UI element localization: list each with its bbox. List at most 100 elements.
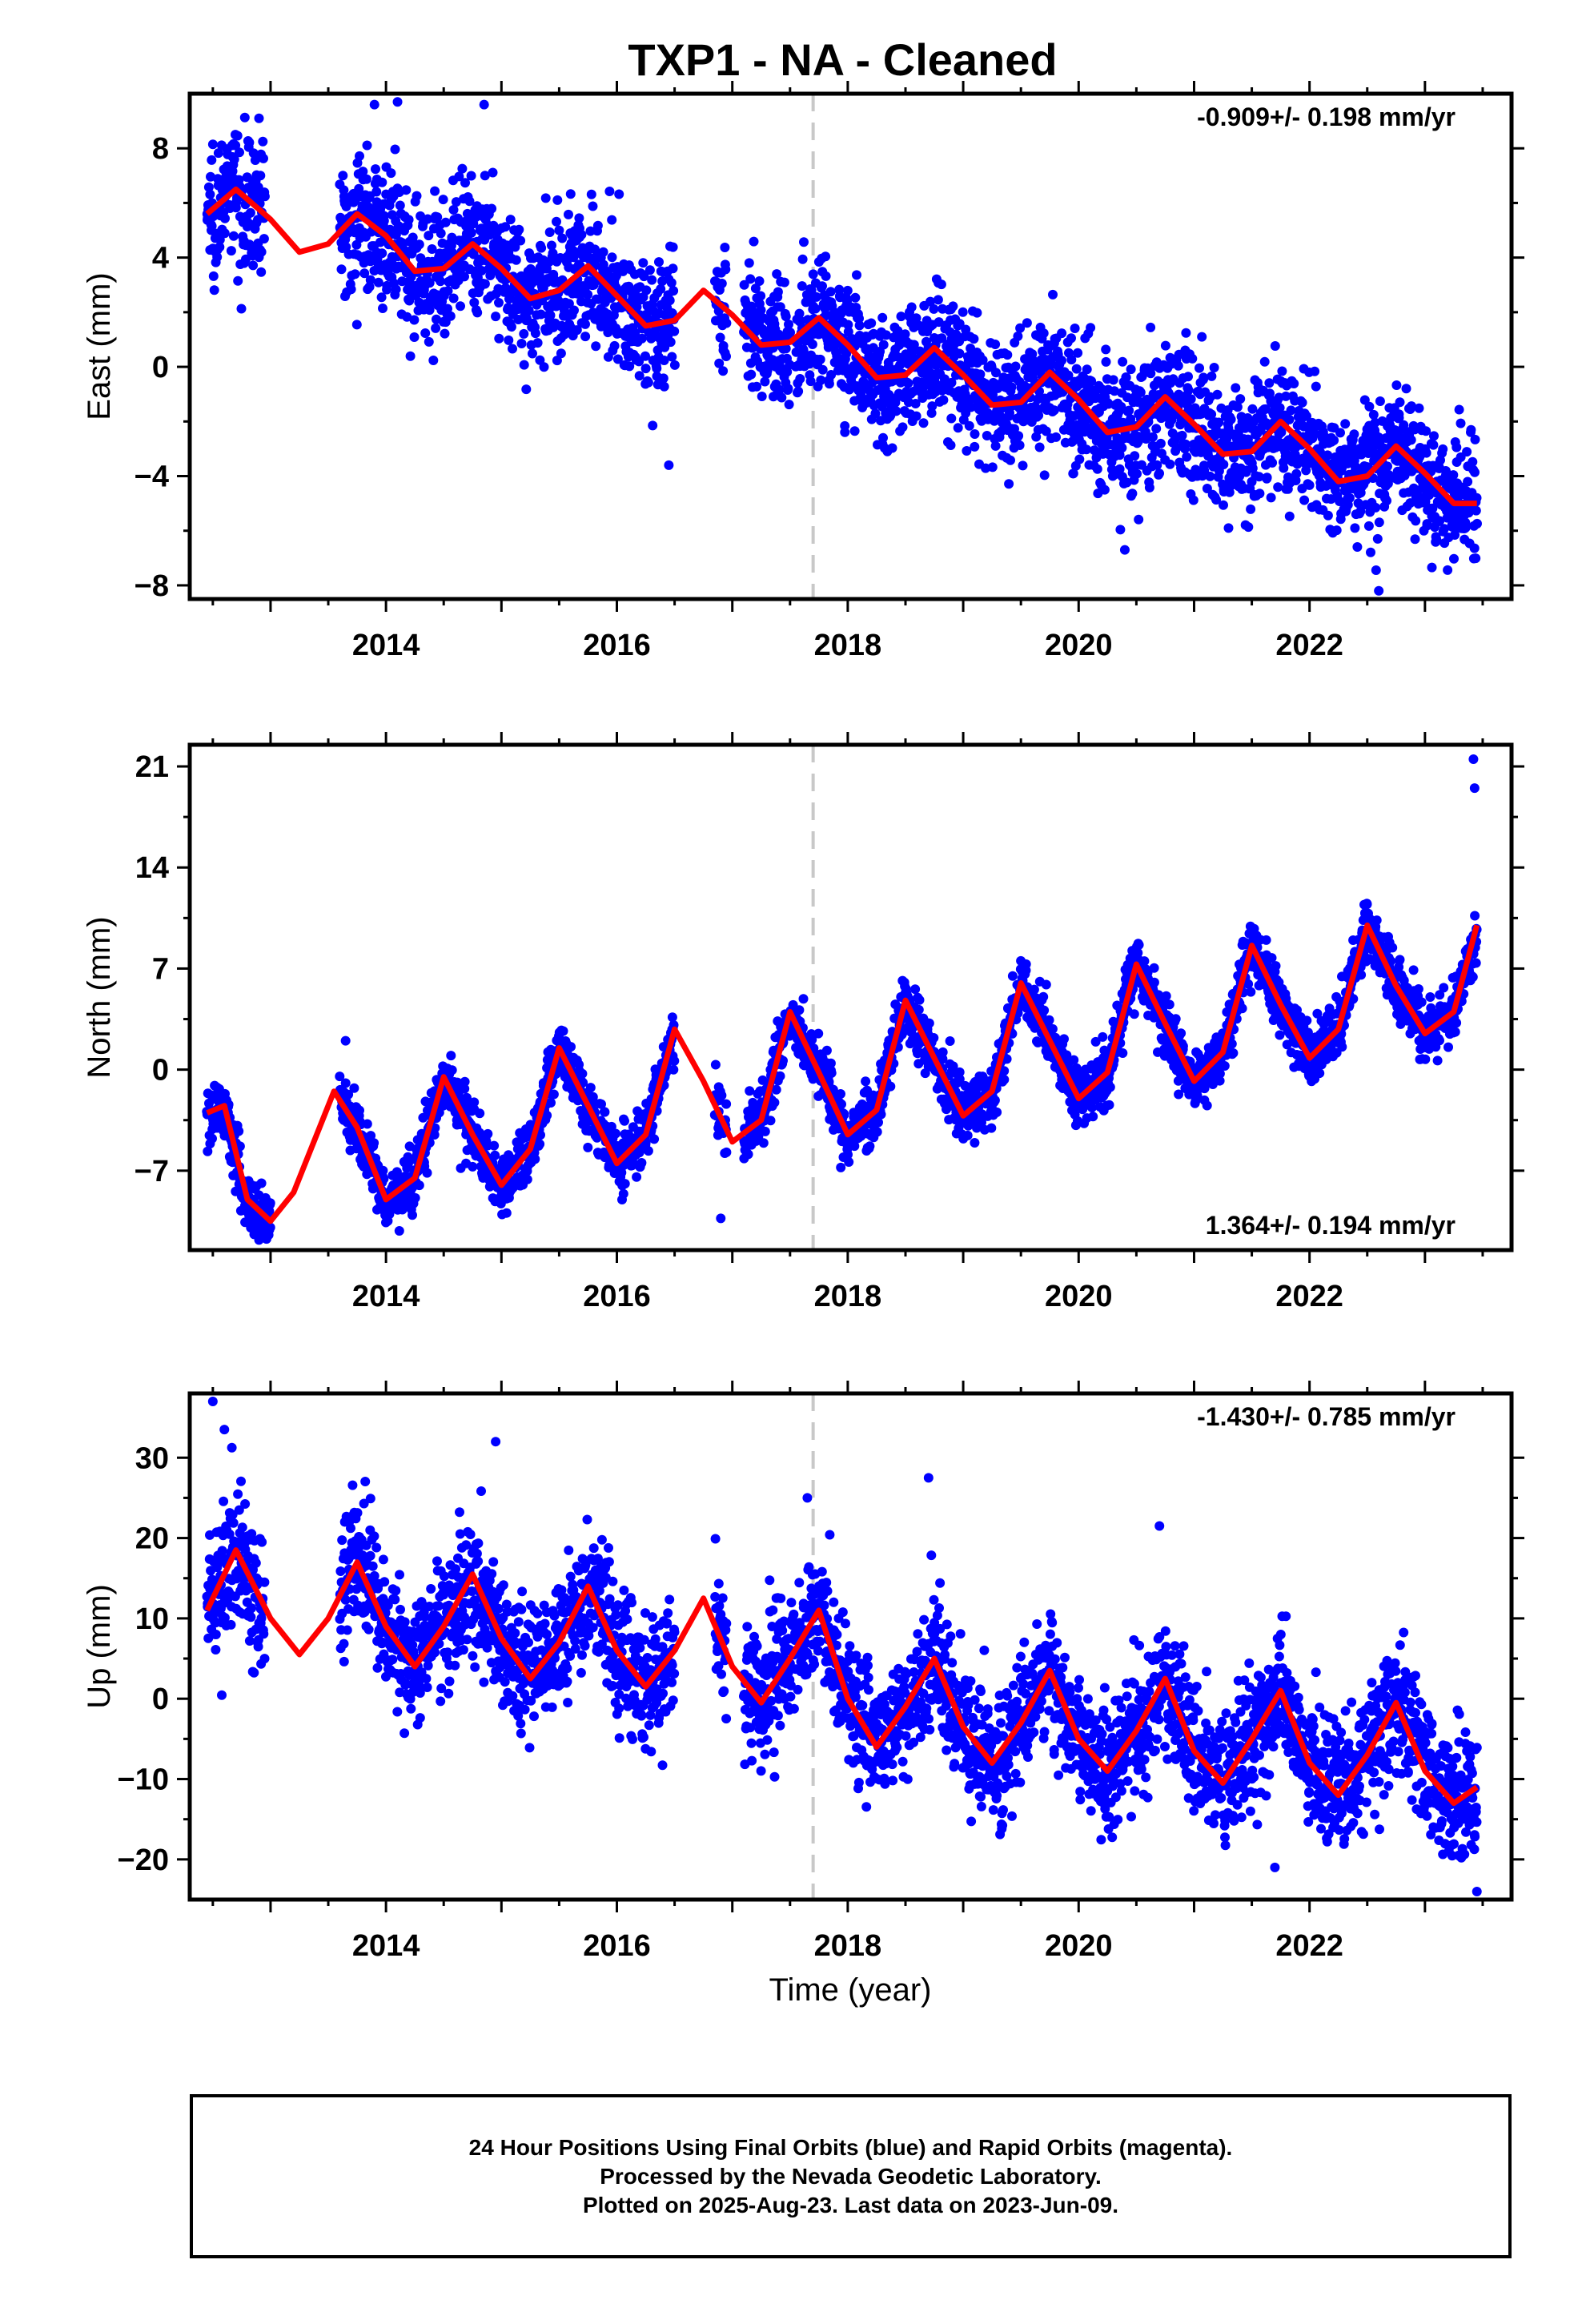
data-point bbox=[870, 408, 881, 419]
data-point bbox=[1197, 332, 1207, 342]
y-tick-label: 4 bbox=[152, 242, 169, 275]
data-point bbox=[805, 376, 816, 387]
data-point bbox=[1015, 323, 1026, 333]
data-point bbox=[659, 356, 669, 365]
data-point bbox=[794, 308, 805, 319]
data-point bbox=[1101, 356, 1111, 367]
data-point bbox=[618, 1188, 628, 1199]
data-point bbox=[1243, 522, 1254, 533]
data-point bbox=[1323, 450, 1333, 460]
data-point bbox=[369, 1138, 379, 1148]
data-point bbox=[632, 1172, 642, 1182]
data-point bbox=[446, 240, 456, 251]
data-point bbox=[443, 304, 452, 314]
data-point bbox=[522, 1174, 532, 1184]
data-point bbox=[574, 213, 584, 223]
data-point bbox=[1070, 324, 1080, 333]
data-point bbox=[865, 1141, 875, 1152]
data-point bbox=[1284, 414, 1295, 424]
data-point bbox=[424, 305, 435, 316]
data-point bbox=[1374, 585, 1384, 596]
data-point bbox=[807, 340, 817, 349]
data-point bbox=[936, 279, 946, 290]
data-point bbox=[239, 112, 250, 123]
data-point bbox=[811, 292, 821, 302]
data-point bbox=[794, 1005, 805, 1015]
data-point bbox=[1448, 470, 1459, 480]
data-point bbox=[351, 320, 362, 330]
data-point bbox=[540, 193, 551, 203]
x-tick-label: 2014 bbox=[352, 629, 420, 662]
data-point bbox=[1160, 340, 1170, 351]
data-point bbox=[777, 392, 787, 403]
data-point bbox=[813, 1028, 824, 1039]
data-point bbox=[760, 1126, 770, 1136]
data-point bbox=[721, 264, 731, 275]
data-point bbox=[440, 217, 451, 227]
data-point bbox=[975, 369, 986, 380]
data-point bbox=[779, 277, 789, 287]
data-point bbox=[658, 373, 669, 384]
data-point bbox=[769, 1097, 780, 1108]
data-point bbox=[487, 203, 497, 214]
data-point bbox=[668, 242, 678, 252]
data-point bbox=[750, 283, 761, 294]
data-point bbox=[233, 275, 243, 286]
data-point bbox=[669, 1055, 680, 1066]
data-point bbox=[808, 269, 818, 279]
data-point bbox=[1247, 404, 1258, 414]
data-point bbox=[1270, 341, 1280, 351]
data-point bbox=[954, 348, 965, 359]
data-point bbox=[752, 381, 762, 392]
data-point bbox=[598, 247, 608, 257]
data-point bbox=[349, 1083, 359, 1093]
data-point bbox=[1010, 361, 1021, 372]
data-point bbox=[1279, 463, 1289, 473]
data-point bbox=[821, 251, 831, 262]
data-point bbox=[256, 1178, 267, 1188]
data-point bbox=[1262, 472, 1272, 483]
data-point bbox=[1066, 333, 1076, 344]
data-point bbox=[630, 328, 640, 338]
data-point bbox=[1438, 444, 1448, 454]
data-point bbox=[209, 285, 219, 296]
data-point bbox=[410, 1192, 420, 1203]
data-point bbox=[1383, 461, 1392, 472]
data-point bbox=[336, 264, 347, 275]
data-point bbox=[1205, 471, 1215, 481]
data-point bbox=[843, 320, 853, 330]
data-point bbox=[620, 1179, 630, 1189]
data-point bbox=[654, 257, 664, 267]
data-point bbox=[1463, 476, 1473, 487]
data-point bbox=[501, 1208, 512, 1218]
data-point bbox=[1299, 495, 1310, 505]
data-point bbox=[824, 379, 834, 389]
data-point bbox=[379, 215, 389, 226]
data-point bbox=[962, 446, 972, 456]
data-point bbox=[1207, 371, 1217, 381]
data-point bbox=[1211, 495, 1222, 505]
data-point bbox=[1374, 517, 1384, 528]
data-point bbox=[632, 302, 642, 312]
data-point bbox=[1391, 380, 1402, 390]
data-point bbox=[494, 333, 504, 344]
data-point bbox=[1335, 497, 1345, 506]
data-point bbox=[1214, 417, 1224, 428]
data-point bbox=[377, 248, 387, 259]
data-point bbox=[245, 207, 255, 218]
data-point bbox=[350, 269, 360, 279]
data-point bbox=[1146, 368, 1156, 379]
data-point bbox=[591, 341, 601, 352]
data-point bbox=[1117, 443, 1127, 453]
data-point bbox=[416, 211, 426, 221]
data-point bbox=[978, 355, 988, 365]
data-point bbox=[546, 1098, 556, 1108]
data-point bbox=[760, 376, 770, 387]
data-point bbox=[469, 297, 480, 308]
data-point bbox=[917, 383, 928, 392]
data-point bbox=[909, 340, 919, 350]
data-point bbox=[721, 318, 732, 328]
data-point bbox=[911, 313, 921, 324]
y-tick-label: 0 bbox=[152, 351, 169, 384]
